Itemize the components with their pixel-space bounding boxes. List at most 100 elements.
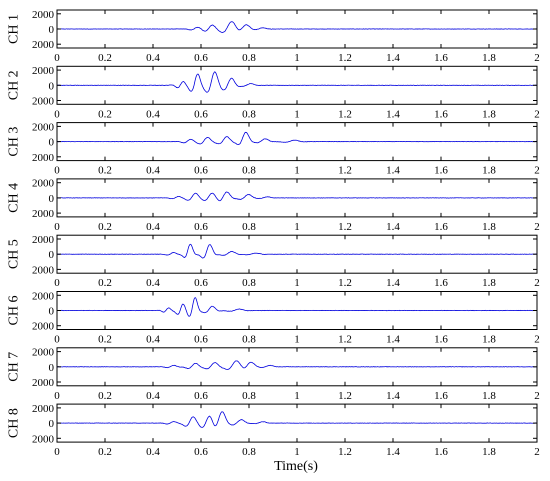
y-tick-label: 2000 [32, 234, 55, 246]
y-tick-label: 2000 [32, 96, 55, 108]
waveform-trace [56, 21, 538, 33]
x-tick-label: 1.8 [482, 277, 496, 289]
y-tick-label: 2000 [32, 290, 55, 302]
y-tick-label: 2000 [32, 403, 55, 415]
x-tick-label: 0.2 [98, 390, 112, 402]
x-tick-label: 0 [54, 165, 60, 177]
x-tick-label: 1.4 [386, 277, 400, 289]
x-tick-label: 1.2 [338, 446, 352, 458]
x-tick-label: 1 [294, 52, 300, 64]
y-tick-label: 2000 [32, 264, 55, 276]
x-tick-label: 1.4 [386, 165, 400, 177]
x-tick-label: 1.6 [434, 165, 448, 177]
y-tick-label: 2000 [32, 39, 55, 51]
x-tick-label: 1.6 [434, 446, 448, 458]
x-tick-label: 1.2 [338, 108, 352, 120]
waveform-trace [57, 297, 538, 317]
waveform-trace [56, 71, 538, 93]
x-tick-label: 0.4 [146, 108, 160, 120]
y-tick-label: 0 [49, 306, 55, 318]
waveform-trace [56, 243, 538, 259]
x-tick-label: 0.4 [146, 52, 160, 64]
x-tick-label: 0 [54, 390, 60, 402]
x-tick-label: 1.6 [434, 52, 448, 64]
x-tick-label: 0 [54, 221, 60, 233]
y-tick-label: 0 [49, 193, 55, 205]
x-tick-label: 1.6 [434, 108, 448, 120]
x-tick-label: 1.6 [434, 390, 448, 402]
x-tick-label: 0.6 [194, 277, 208, 289]
y-tick-label: 2000 [32, 65, 55, 77]
x-tick-label: 0.2 [98, 221, 112, 233]
x-tick-label: 0.8 [242, 446, 256, 458]
x-tick-label: 0.6 [194, 108, 208, 120]
x-tick-label: 1.6 [434, 334, 448, 346]
y-tick-label: 0 [49, 24, 55, 36]
y-tick-label: 2000 [32, 377, 55, 389]
x-tick-label: 0.6 [194, 165, 208, 177]
x-tick-label: 1.8 [482, 52, 496, 64]
x-tick-label: 2 [534, 108, 540, 120]
y-tick-label: 2000 [32, 152, 55, 164]
x-tick-label: 0 [54, 52, 60, 64]
x-tick-label: 1 [294, 277, 300, 289]
x-tick-label: 0.4 [146, 446, 160, 458]
channel-label: CH 2 [7, 70, 22, 100]
x-tick-label: 0.6 [194, 446, 208, 458]
channel-label: CH 8 [7, 408, 22, 438]
x-tick-label: 2 [534, 277, 540, 289]
x-tick-label: 0.2 [98, 108, 112, 120]
x-tick-label: 0.2 [98, 334, 112, 346]
x-tick-label: 2 [534, 446, 540, 458]
waveform-trace [56, 191, 538, 202]
x-tick-label: 0.4 [146, 334, 160, 346]
x-tick-label: 0.8 [242, 221, 256, 233]
y-tick-label: 2000 [32, 208, 55, 220]
x-tick-label: 1.8 [482, 334, 496, 346]
x-tick-label: 0.8 [242, 334, 256, 346]
x-tick-label: 1.2 [338, 221, 352, 233]
x-tick-label: 0.8 [242, 277, 256, 289]
x-tick-label: 1.8 [482, 446, 496, 458]
x-tick-label: 1.4 [386, 221, 400, 233]
x-tick-label: 1 [294, 334, 300, 346]
x-tick-label: 0.4 [146, 221, 160, 233]
channel-label: CH 1 [7, 14, 22, 44]
x-tick-label: 1.4 [386, 52, 400, 64]
x-tick-label: 1.2 [338, 52, 352, 64]
x-tick-label: 1.4 [386, 108, 400, 120]
x-tick-label: 0.2 [98, 165, 112, 177]
channel-label: CH 4 [7, 183, 22, 213]
x-tick-label: 1.2 [338, 334, 352, 346]
x-tick-label: 2 [534, 221, 540, 233]
y-tick-label: 2000 [32, 178, 55, 190]
x-tick-label: 0.4 [146, 390, 160, 402]
y-tick-label: 0 [49, 362, 55, 374]
y-tick-label: 0 [49, 80, 55, 92]
x-tick-label: 0.8 [242, 390, 256, 402]
x-tick-label: 1.2 [338, 390, 352, 402]
x-tick-label: 1.8 [482, 390, 496, 402]
waveform-trace [56, 411, 538, 428]
x-tick-label: 1.2 [338, 277, 352, 289]
x-tick-label: 0.6 [194, 52, 208, 64]
x-tick-label: 1 [294, 108, 300, 120]
x-tick-label: 0.6 [194, 221, 208, 233]
x-tick-label: 1.8 [482, 221, 496, 233]
x-axis-title: Time(s) [274, 459, 318, 474]
y-tick-label: 0 [49, 137, 55, 149]
x-tick-label: 1.8 [482, 108, 496, 120]
y-tick-label: 2000 [32, 321, 55, 333]
x-tick-label: 0.6 [194, 390, 208, 402]
x-tick-label: 2 [534, 165, 540, 177]
x-tick-label: 0 [54, 277, 60, 289]
x-tick-label: 1.6 [434, 277, 448, 289]
x-tick-label: 1.4 [386, 446, 400, 458]
